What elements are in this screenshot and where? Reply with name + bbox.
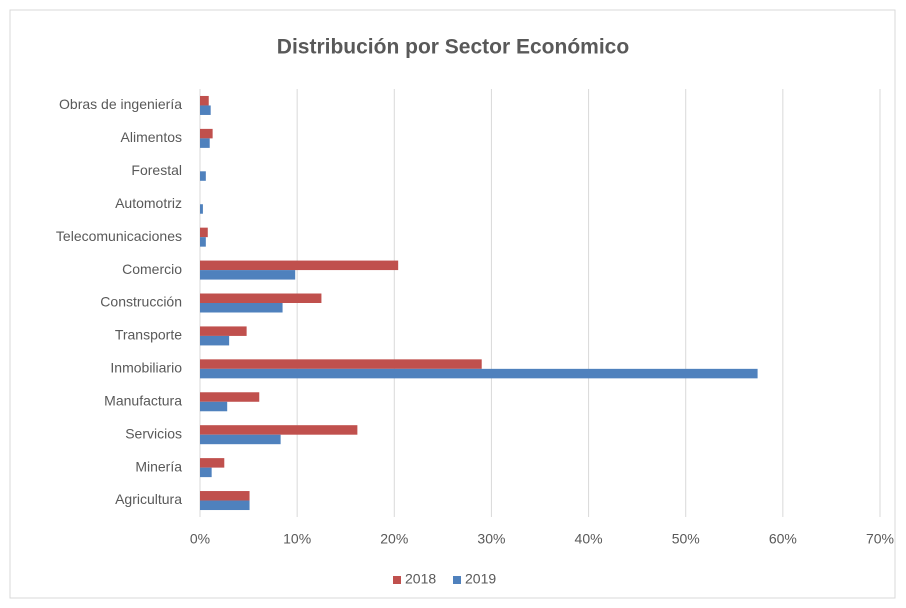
bar <box>200 335 230 346</box>
legend-swatch <box>453 576 461 584</box>
legend-swatch <box>393 576 401 584</box>
bar <box>200 491 250 501</box>
bar <box>200 326 247 336</box>
y-tick-label: Comercio <box>122 261 182 277</box>
bar <box>200 128 213 139</box>
bar <box>200 138 210 148</box>
bar <box>200 293 322 303</box>
bar <box>200 368 758 379</box>
y-tick-label: Forestal <box>131 162 182 178</box>
y-tick-label: Servicios <box>125 425 182 441</box>
bar <box>200 359 482 369</box>
y-tick-label: Inmobiliario <box>110 360 182 376</box>
bar <box>200 425 358 435</box>
bar <box>200 227 208 238</box>
bar <box>200 401 228 412</box>
bar <box>200 237 206 247</box>
bar <box>200 303 283 313</box>
y-tick-label: Agricultura <box>115 491 182 507</box>
y-tick-label: Minería <box>135 458 182 474</box>
chart-title: Distribución por Sector Económico <box>277 36 629 59</box>
bar <box>200 105 211 115</box>
bar <box>200 95 209 106</box>
chart-frame <box>9 9 896 599</box>
y-tick-label: Automotriz <box>115 195 182 211</box>
y-tick-label: Telecomunicaciones <box>56 228 182 244</box>
bar <box>200 260 399 271</box>
bar <box>200 467 212 478</box>
legend-label: 2019 <box>465 571 496 587</box>
x-tick-label: 30% <box>477 531 505 547</box>
bar <box>200 434 281 445</box>
x-tick-label: 10% <box>283 531 311 547</box>
y-tick-label: Transporte <box>115 327 182 343</box>
bar <box>200 171 206 181</box>
y-tick-label: Obras de ingeniería <box>59 96 182 112</box>
bar <box>200 500 250 511</box>
legend-label: 2018 <box>405 571 436 587</box>
x-tick-label: 40% <box>575 531 603 547</box>
bar <box>200 204 203 214</box>
x-tick-label: 50% <box>672 531 700 547</box>
x-tick-label: 60% <box>769 531 797 547</box>
x-tick-label: 70% <box>866 531 894 547</box>
bar <box>200 458 225 468</box>
bar <box>200 270 296 280</box>
y-tick-label: Alimentos <box>121 129 182 145</box>
y-tick-label: Manufactura <box>104 392 182 408</box>
bar <box>200 392 260 402</box>
y-tick-label: Construcción <box>100 294 182 310</box>
x-tick-label: 0% <box>190 531 210 547</box>
x-tick-label: 20% <box>380 531 408 547</box>
